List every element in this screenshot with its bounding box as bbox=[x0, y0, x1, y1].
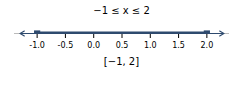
svg-text:-0.5: -0.5 bbox=[58, 41, 74, 50]
svg-text:0.0: 0.0 bbox=[87, 41, 100, 50]
svg-text:2.0: 2.0 bbox=[201, 41, 214, 50]
svg-text:-1.0: -1.0 bbox=[29, 41, 45, 50]
svg-text:1.0: 1.0 bbox=[144, 41, 157, 50]
html-text:[−1, 2]: [−1, 2] bbox=[103, 56, 140, 67]
svg-text:1.5: 1.5 bbox=[172, 41, 185, 50]
html-text:−1 ≤ x ≤ 2: −1 ≤ x ≤ 2 bbox=[93, 5, 150, 16]
svg-text:0.5: 0.5 bbox=[116, 41, 129, 50]
